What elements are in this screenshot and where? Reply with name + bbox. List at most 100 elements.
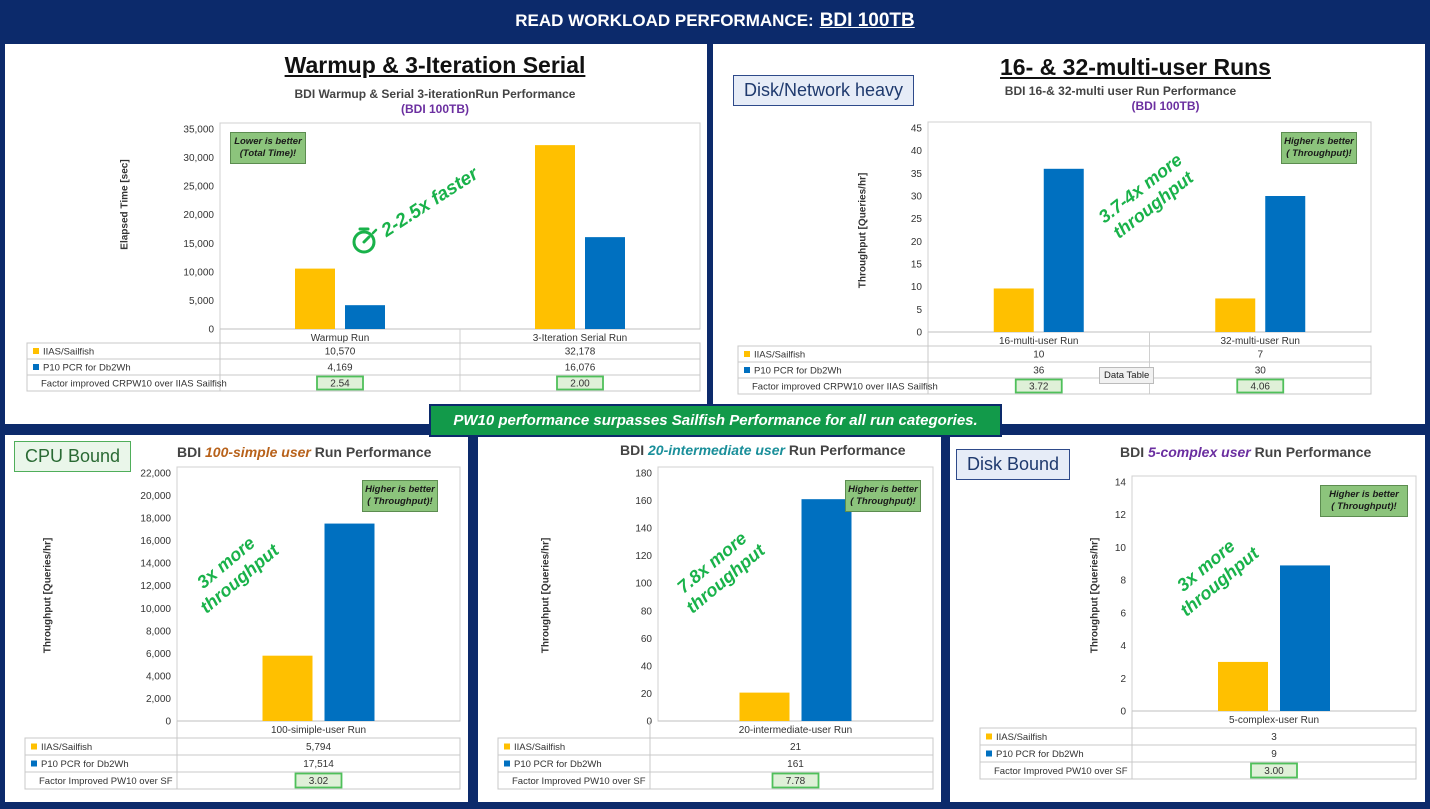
factor-value: 2.00	[570, 379, 590, 390]
data-table-tooltip: Data Table	[1099, 367, 1155, 384]
bar-iias-sailfish	[295, 268, 335, 329]
table-cell-value: 10,570	[325, 347, 356, 358]
chart-svg: 0 20 40 60 80 100 120 140 160 180 20-intermediate-…	[497, 466, 934, 790]
chart-svg: 0 2 4 6 8 10 12 14 5-complex-user Run IIAS/Sailfi…	[979, 475, 1417, 780]
table-cell-value: 7	[1257, 350, 1263, 361]
note-line1: Higher is better	[365, 484, 435, 495]
chart-title: BDI Warmup & Serial 3-iterationRun Perfo…	[5, 87, 707, 117]
legend-swatch	[504, 743, 510, 750]
higher-is-better-note: Higher is better ( Throughput)!	[845, 480, 921, 512]
y-tick-label: 15	[911, 260, 923, 271]
y-tick-label: 10,000	[183, 267, 214, 278]
data-table-frame	[737, 345, 1372, 395]
chart-title-post: Run Performance	[310, 444, 432, 460]
bar-p10-pcr	[585, 237, 625, 329]
y-tick-label: 40	[641, 661, 653, 672]
note-line2: ( Throughput)!	[367, 496, 433, 507]
y-axis-label: Throughput [Queries/hr]	[1089, 537, 1101, 653]
note-line1: Lower is better	[234, 136, 302, 147]
chart-title-pre: BDI	[1120, 444, 1148, 460]
y-tick-label: 0	[1120, 707, 1126, 718]
y-tick-label: 25,000	[183, 182, 214, 193]
y-tick-label: 5	[916, 305, 922, 316]
y-tick-label: 10,000	[140, 604, 171, 615]
y-tick-label: 0	[208, 325, 214, 336]
y-tick-label: 40	[911, 146, 923, 157]
factor-value: 2.54	[330, 379, 350, 390]
y-tick-label: 20,000	[183, 210, 214, 221]
chart-title: BDI 20-intermediate user Run Performance	[620, 442, 906, 458]
y-tick-label: 2	[1120, 674, 1126, 685]
chart-title-post: Run Performance	[1250, 444, 1372, 460]
y-tick-label: 10	[911, 282, 923, 293]
bar-p10-pcr	[324, 523, 375, 721]
chart-title-pre: BDI	[177, 444, 205, 460]
category-label: Warmup Run	[311, 333, 370, 344]
table-cell-value: 30	[1255, 366, 1267, 377]
panel-complex-user: 0 2 4 6 8 10 12 14 5-complex-user Run IIAS/Sailfi…	[950, 435, 1425, 802]
bar-iias-sailfish	[262, 655, 313, 721]
table-cell-value: 3	[1271, 732, 1277, 743]
y-tick-label: 4	[1120, 641, 1126, 652]
factor-highlight-box	[556, 375, 604, 391]
table-cell-value: 16,076	[565, 363, 596, 374]
disk-bound-tag: Disk Bound	[956, 449, 1071, 480]
note-line2: ( Throughput)!	[850, 496, 916, 507]
y-tick-label: 2,000	[146, 694, 171, 705]
chart-svg: 0 2,000 4,000 6,000 8,000 10,000 12,000 14,000 1…	[24, 466, 461, 790]
legend-p10-pcr: P10 PCR for Db2Wh	[514, 759, 602, 770]
factor-highlight-box	[1250, 762, 1298, 779]
chart-title-line2: (BDI 100TB)	[400, 102, 469, 116]
y-tick-label: 20,000	[140, 491, 171, 502]
table-cell-value: 10	[1033, 350, 1045, 361]
y-tick-label: 0	[916, 328, 922, 339]
data-table-frame	[26, 342, 701, 392]
y-tick-label: 14	[1115, 478, 1127, 489]
factor-value: 3.00	[1264, 766, 1284, 777]
chart-title-pre: BDI	[620, 442, 648, 458]
legend-iias-sailfish: IIAS/Sailfish	[514, 742, 565, 753]
table-cell-value: 9	[1271, 749, 1277, 760]
legend-iias-sailfish: IIAS/Sailfish	[754, 350, 805, 361]
panel-title: 16- & 32-multi-user Runs	[1000, 54, 1271, 80]
legend-swatch	[31, 743, 37, 750]
factor-highlight-box	[1236, 378, 1285, 394]
chart-title-line1: BDI 16-& 32-multi user Run Performance	[1004, 84, 1237, 98]
y-tick-label: 6	[1120, 608, 1126, 619]
y-tick-label: 6,000	[146, 649, 171, 660]
chart-svg: 0 5 10 15 20 25 30 35 40 45 16-multi-user Run 32-mu…	[737, 121, 1372, 395]
bar-p10-pcr	[1280, 565, 1330, 711]
category-label: 5-complex-user Run	[1229, 715, 1319, 726]
category-label: 20-intermediate-user Run	[739, 725, 852, 736]
bar-p10-pcr	[801, 499, 852, 721]
note-line1: Higher is better	[1329, 489, 1399, 500]
y-tick-label: 4,000	[146, 671, 171, 682]
factor-row-label: Factor Improved PW10 over SF	[512, 776, 646, 787]
y-tick-label: 12,000	[140, 581, 171, 592]
panel-multi-user: 0 5 10 15 20 25 30 35 40 45 16-multi-user Run 32-mu…	[713, 44, 1425, 424]
y-tick-label: 20	[911, 237, 923, 248]
note-line2: (Total Time)!	[239, 148, 297, 159]
legend-swatch	[33, 348, 39, 354]
legend-swatch	[31, 760, 37, 767]
y-tick-label: 25	[911, 214, 923, 225]
legend-p10-pcr: P10 PCR for Db2Wh	[41, 759, 129, 770]
panel-title: Warmup & 3-Iteration Serial	[284, 52, 586, 78]
legend-swatch	[744, 351, 750, 357]
bar-p10-pcr	[345, 305, 385, 329]
disk-network-heavy-tag: Disk/Network heavy	[733, 75, 915, 106]
factor-highlight-box	[1014, 378, 1063, 394]
factor-row-label: Factor improved CRPW10 over IIAS Sailfis…	[752, 382, 938, 393]
panel-intermediate-user: 0 20 40 60 80 100 120 140 160 180 20-intermediate-…	[478, 435, 941, 802]
y-tick-label: 140	[635, 524, 652, 535]
banner-title-link[interactable]: BDI 100TB	[819, 10, 915, 31]
table-cell-value: 5,794	[306, 742, 331, 753]
category-label: 32-multi-user Run	[1221, 336, 1300, 347]
higher-is-better-note: Higher is better ( Throughput)!	[362, 480, 438, 512]
chart-title-em: 100-simple user	[205, 444, 311, 460]
factor-row-label: Factor Improved PW10 over SF	[994, 766, 1128, 777]
y-tick-label: 14,000	[140, 559, 171, 570]
y-tick-label: 12	[1115, 510, 1127, 521]
category-label: 16-multi-user Run	[999, 336, 1078, 347]
factor-highlight-box	[771, 772, 820, 789]
